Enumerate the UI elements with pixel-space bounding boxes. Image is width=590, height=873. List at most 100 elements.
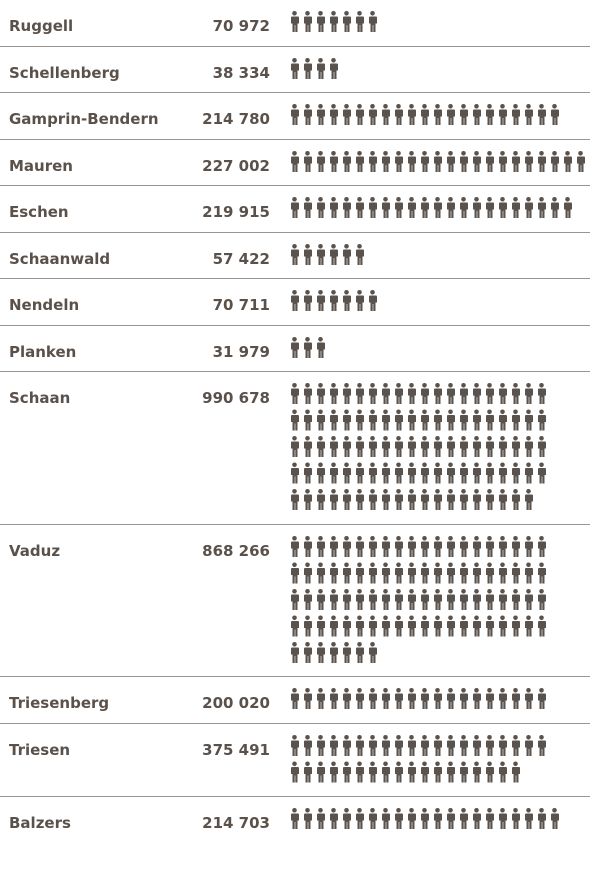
person-icon (330, 734, 338, 756)
person-icon (291, 409, 299, 431)
person-icon (434, 807, 442, 829)
person-icon (356, 150, 364, 172)
person-icon (421, 436, 429, 457)
person-icon (408, 104, 416, 125)
person-icon (304, 588, 312, 610)
person-icon (512, 688, 520, 709)
person-icon (330, 462, 338, 484)
person-icon (421, 688, 429, 709)
person-icon (369, 197, 377, 218)
person-icon (434, 761, 442, 782)
person-icon (447, 615, 455, 636)
value-label: 214 703 (202, 813, 270, 832)
person-icon (525, 150, 533, 172)
person-icon (369, 436, 377, 457)
value-label: 38 334 (212, 63, 270, 82)
person-icon (343, 489, 351, 510)
person-icon (512, 197, 520, 218)
person-icon (291, 57, 299, 79)
person-icon (356, 535, 364, 557)
person-icon (421, 409, 429, 431)
person-icon (525, 535, 533, 557)
person-icon (499, 150, 507, 172)
person-icon (291, 588, 299, 610)
person-icon (538, 734, 546, 756)
person-icon (356, 588, 364, 610)
person-icon (447, 383, 455, 404)
person-icon (434, 489, 442, 510)
person-icon (291, 641, 299, 663)
person-icon (499, 383, 507, 404)
person-icon (512, 615, 520, 636)
value-label: 868 266 (202, 541, 270, 560)
person-icon (317, 150, 325, 172)
person-icon (525, 562, 533, 583)
person-icon (460, 562, 468, 583)
person-icon (369, 535, 377, 557)
person-icon (369, 641, 377, 663)
person-icon (330, 409, 338, 431)
value-label: 70 972 (212, 17, 270, 35)
person-icon (317, 734, 325, 756)
row: Triesenberg 200 020 (0, 677, 590, 724)
person-icon (460, 535, 468, 557)
person-icon (369, 807, 377, 829)
person-icon (291, 243, 299, 265)
person-icon (447, 761, 455, 782)
person-icon (369, 104, 377, 125)
person-icon (512, 104, 520, 125)
person-icon (330, 562, 338, 583)
person-icon (486, 409, 494, 431)
person-icon (330, 436, 338, 457)
person-icon (408, 197, 416, 218)
person-icon (460, 409, 468, 431)
person-icon (460, 104, 468, 125)
row: Balzers 214 703 (0, 797, 590, 844)
person-icon (447, 150, 455, 172)
icon-row (291, 734, 546, 782)
person-icon (343, 409, 351, 431)
person-icon (447, 807, 455, 829)
person-icon (369, 150, 377, 172)
person-icon (356, 807, 364, 829)
person-icon (356, 409, 364, 431)
person-icon (486, 807, 494, 829)
person-icon (473, 615, 481, 636)
person-icon (356, 562, 364, 583)
person-icon (447, 734, 455, 756)
person-icon (343, 588, 351, 610)
person-icon (512, 462, 520, 484)
person-icon (382, 383, 390, 404)
person-icon (330, 761, 338, 782)
icon-row (291, 11, 377, 32)
person-icon (499, 409, 507, 431)
person-icon (330, 243, 338, 265)
person-icon (512, 409, 520, 431)
person-icon (499, 462, 507, 484)
person-icon (304, 615, 312, 636)
category-label: Triesen (9, 740, 71, 759)
person-icon (408, 734, 416, 756)
category-label: Nendeln (9, 296, 80, 314)
person-icon (395, 409, 403, 431)
person-icon (343, 734, 351, 756)
person-icon (551, 104, 559, 125)
person-icon (434, 150, 442, 172)
person-icon (356, 197, 364, 218)
person-icon (291, 436, 299, 457)
row: Triesen 375 491 (0, 724, 590, 797)
person-icon (369, 688, 377, 709)
icon-row (291, 383, 546, 510)
person-icon (408, 150, 416, 172)
person-icon (304, 641, 312, 663)
person-icon (382, 462, 390, 484)
person-icon (330, 489, 338, 510)
person-icon (434, 562, 442, 583)
person-icon (486, 615, 494, 636)
person-icon (395, 761, 403, 782)
person-icon (421, 150, 429, 172)
person-icon (317, 535, 325, 557)
person-icon (499, 104, 507, 125)
person-icon (499, 807, 507, 829)
person-icon (395, 734, 403, 756)
